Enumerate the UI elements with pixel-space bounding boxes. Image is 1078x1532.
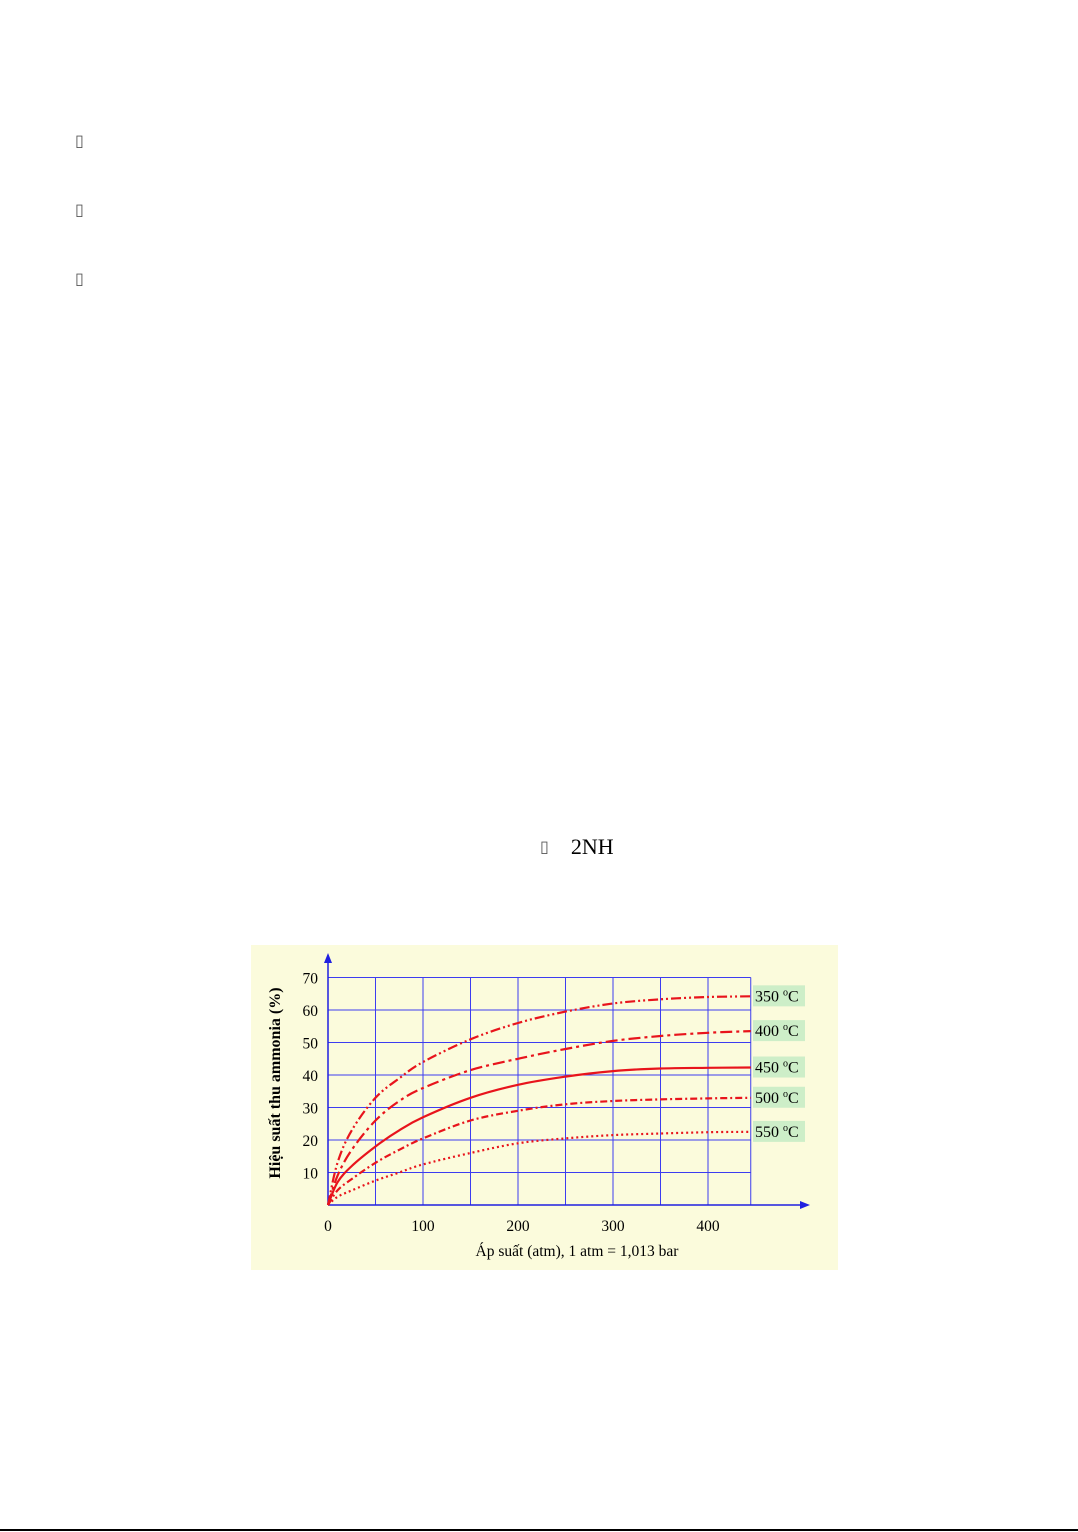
series-label-bg xyxy=(753,1056,805,1078)
series-label: 350 oC xyxy=(755,987,799,1005)
y-axis-label: Hiệu suất thu ammonia (%) xyxy=(267,987,284,1178)
formula-text: 2NH xyxy=(570,834,614,859)
y-axis-arrow-icon xyxy=(324,953,332,963)
y-tick-label: 60 xyxy=(303,1003,319,1020)
series-label: 450 oC xyxy=(755,1059,799,1077)
chart-grid xyxy=(328,977,752,1205)
y-tick-label: 30 xyxy=(303,1101,319,1118)
bullet-glyph-3-icon: ▯ xyxy=(75,269,84,288)
series-line-450 xyxy=(326,1066,751,1206)
ammonia-yield-chart: 0 100 200 300 400 10 20 30 40 50 60 70 350 oC 400 oC… xyxy=(251,945,838,1270)
series-line-500 xyxy=(327,1096,751,1206)
missing-glyph-icon: ▯ xyxy=(540,837,549,856)
series-label: 550 oC xyxy=(755,1123,799,1141)
y-tick-label: 50 xyxy=(303,1036,319,1053)
series-label: 500 oC xyxy=(755,1089,799,1107)
y-tick-label: 10 xyxy=(303,1166,319,1183)
reaction-formula-fragment: ▯ 2NH xyxy=(540,834,614,860)
x-axis-arrow-icon xyxy=(800,1201,810,1209)
x-axis-label: Áp suất (atm), 1 atm = 1,013 bar xyxy=(476,1243,680,1260)
chart-tick-labels: 0 100 200 300 400 10 20 30 40 50 60 70 xyxy=(303,971,720,1236)
series-label-bg xyxy=(753,1120,805,1142)
y-tick-label: 40 xyxy=(303,1068,319,1085)
x-tick-label: 200 xyxy=(506,1218,530,1235)
y-tick-label: 70 xyxy=(303,971,319,988)
x-tick-label: 300 xyxy=(601,1218,625,1235)
chart-series xyxy=(326,995,751,1206)
series-label: 400 oC xyxy=(755,1022,799,1040)
page-bottom-rule xyxy=(0,1529,1078,1531)
y-tick-label: 20 xyxy=(303,1133,319,1150)
series-line-400 xyxy=(326,1030,751,1206)
x-tick-label: 0 xyxy=(324,1218,332,1235)
x-tick-label: 400 xyxy=(696,1218,720,1235)
series-label-bg xyxy=(753,1086,805,1108)
series-line-350 xyxy=(326,995,751,1206)
chart-legend-labels: 350 oC 400 oC 450 oC 500 oC 550 oC xyxy=(753,985,805,1142)
bullet-glyph-1-icon: ▯ xyxy=(75,131,84,150)
chart-axes xyxy=(324,953,810,1209)
series-label-bg xyxy=(753,985,805,1007)
x-tick-label: 100 xyxy=(411,1218,435,1235)
bullet-glyph-2-icon: ▯ xyxy=(75,200,84,219)
series-label-bg xyxy=(753,1020,805,1042)
